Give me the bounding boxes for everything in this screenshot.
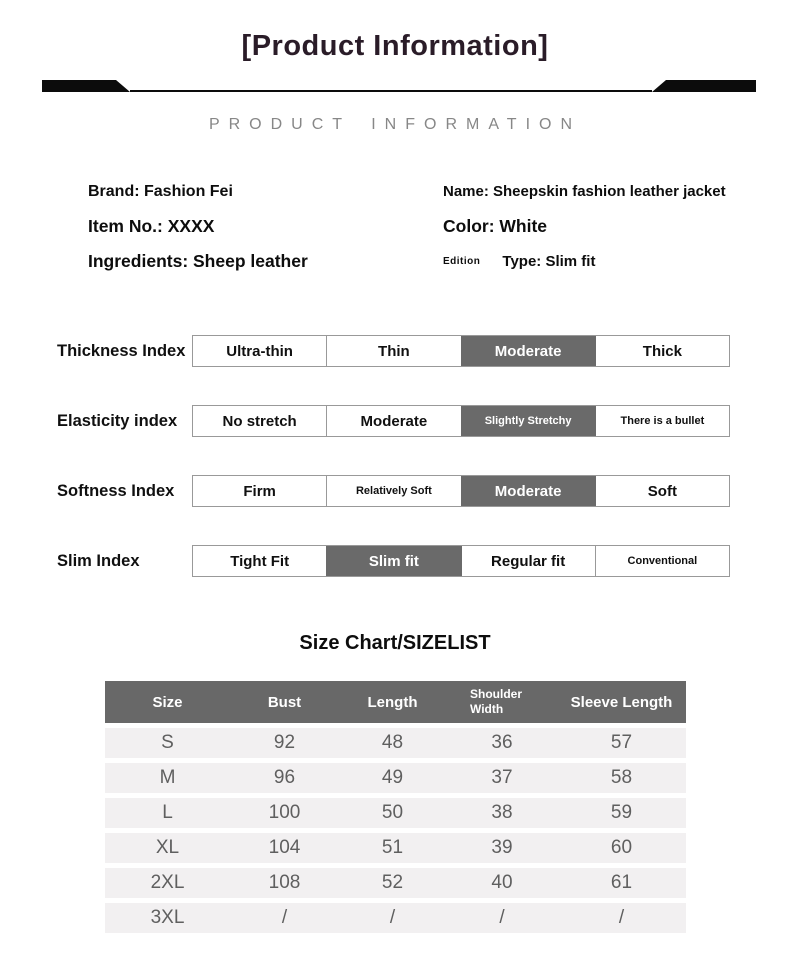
sleeve-length-cell: 59 (610, 802, 633, 823)
length-cell: / (389, 907, 396, 928)
column-header-size: Size (152, 693, 183, 711)
bust-cell: 104 (268, 837, 301, 858)
size-chart-title: Size Chart/SIZELIST (299, 632, 491, 654)
name-line: Name: Sheepskin fashion leather jacket (443, 183, 726, 200)
index-label: Softness Index (57, 481, 175, 500)
brand-line: Brand: Fashion Fei (88, 182, 233, 200)
product-info-right-column: Name: Sheepskin fashion leather jacket C… (403, 174, 754, 279)
index-cell: Relatively Soft (326, 476, 460, 506)
divider-bar-right (652, 80, 756, 92)
divider-bar-left (42, 80, 130, 92)
size-cell: S (161, 732, 174, 753)
product-info-left-column: Brand: Fashion Fei Item No.: XXXX Ingred… (88, 174, 403, 279)
size-table-header: Size Bust Length Shoulder Width Sleeve L… (104, 681, 686, 723)
bust-cell: / (281, 907, 288, 928)
column-header-length: Length (367, 693, 418, 711)
index-scale-table: Tight Fit Slim fit Regular fit Conventio… (192, 545, 730, 577)
sleeve-length-cell: 57 (610, 732, 633, 753)
bust-cell: 100 (268, 802, 301, 823)
shoulder-width-cell: 36 (491, 732, 513, 753)
index-cell: Thick (594, 336, 729, 366)
index-label: Slim Index (57, 551, 140, 570)
index-cell: Moderate (326, 406, 460, 436)
header-divider (42, 80, 756, 92)
shoulder-width-cell: 39 (491, 837, 513, 858)
shoulder-width-cell: 38 (491, 802, 513, 823)
length-cell: 48 (381, 732, 404, 753)
size-cell: M (159, 767, 176, 788)
index-label: Thickness Index (57, 341, 186, 360)
sleeve-length-cell: 58 (610, 767, 633, 788)
item-no-line: Item No.: XXXX (88, 216, 215, 236)
divider-line (130, 90, 652, 92)
size-row-l: L 100 50 38 59 (104, 798, 686, 828)
index-cell: Conventional (594, 546, 729, 576)
shoulder-width-cell: 37 (491, 767, 513, 788)
sleeve-length-cell: 60 (610, 837, 633, 858)
column-header-sleeve-length: Sleeve Length (570, 693, 673, 711)
length-cell: 51 (381, 837, 404, 858)
size-cell: XL (155, 837, 180, 858)
sleeve-length-cell: / (618, 907, 625, 928)
index-scale-table: Firm Relatively Soft Moderate Soft (192, 475, 730, 507)
index-cell: No stretch (222, 412, 297, 430)
size-row-s: S 92 48 36 57 (104, 728, 686, 758)
index-cell: Firm (243, 482, 276, 500)
size-cell: 2XL (150, 872, 185, 893)
sleeve-length-cell: 61 (610, 872, 633, 893)
index-cell: Thin (326, 336, 460, 366)
index-cell-selected: Moderate (460, 476, 595, 506)
index-cell: Ultra-thin (226, 342, 293, 360)
bust-cell: 96 (273, 767, 296, 788)
type-value: Type: Slim fit (502, 253, 596, 270)
column-header-bust: Bust (267, 693, 302, 711)
index-cell: Tight Fit (230, 552, 290, 570)
edition-label: Edition (443, 256, 481, 267)
index-row-slim: Slim Index Tight Fit Slim fit Regular fi… (0, 545, 790, 577)
size-row-m: M 96 49 37 58 (104, 763, 686, 793)
index-cell-selected: Slim fit (326, 546, 461, 576)
index-cell: There is a bullet (594, 406, 729, 436)
bust-cell: 92 (273, 732, 296, 753)
color-line: Color: White (443, 216, 548, 236)
size-chart-table: Size Bust Length Shoulder Width Sleeve L… (104, 681, 686, 933)
column-header-shoulder-width: Shoulder Width (470, 687, 523, 716)
ingredients-line: Ingredients: Sheep leather (88, 251, 308, 271)
index-row-softness: Softness Index Firm Relatively Soft Mode… (0, 475, 790, 507)
size-row-2xl: 2XL 108 52 40 61 (104, 868, 686, 898)
index-scale-table: No stretch Moderate Slightly Stretchy Th… (192, 405, 730, 437)
length-cell: 52 (381, 872, 404, 893)
index-cell-selected: Slightly Stretchy (460, 406, 595, 436)
bust-cell: 108 (268, 872, 301, 893)
product-basic-info: Brand: Fashion Fei Item No.: XXXX Ingred… (0, 174, 790, 279)
length-cell: 50 (381, 802, 404, 823)
index-scale-table: Ultra-thin Thin Moderate Thick (192, 335, 730, 367)
index-cell-selected: Moderate (460, 336, 595, 366)
index-cell: Soft (594, 476, 729, 506)
size-row-3xl: 3XL / / / / (104, 903, 686, 933)
size-cell: L (162, 802, 173, 823)
index-row-elasticity: Elasticity index No stretch Moderate Sli… (0, 405, 790, 437)
shoulder-width-cell: 40 (491, 872, 513, 893)
index-row-thickness: Thickness Index Ultra-thin Thin Moderate… (0, 335, 790, 367)
index-cell: Regular fit (460, 546, 595, 576)
product-info-page: [Product Information] PRODUCT INFORMATIO… (0, 30, 790, 933)
size-cell: 3XL (150, 907, 185, 928)
attribute-index-section: Thickness Index Ultra-thin Thin Moderate… (0, 335, 790, 577)
index-label: Elasticity index (57, 411, 178, 430)
length-cell: 49 (381, 767, 404, 788)
page-subtitle: PRODUCT INFORMATION (208, 116, 582, 133)
shoulder-width-cell: / (499, 907, 505, 928)
size-row-xl: XL 104 51 39 60 (104, 833, 686, 863)
page-title: [Product Information] (241, 30, 549, 62)
type-line: Edition Type: Slim fit (443, 244, 754, 279)
